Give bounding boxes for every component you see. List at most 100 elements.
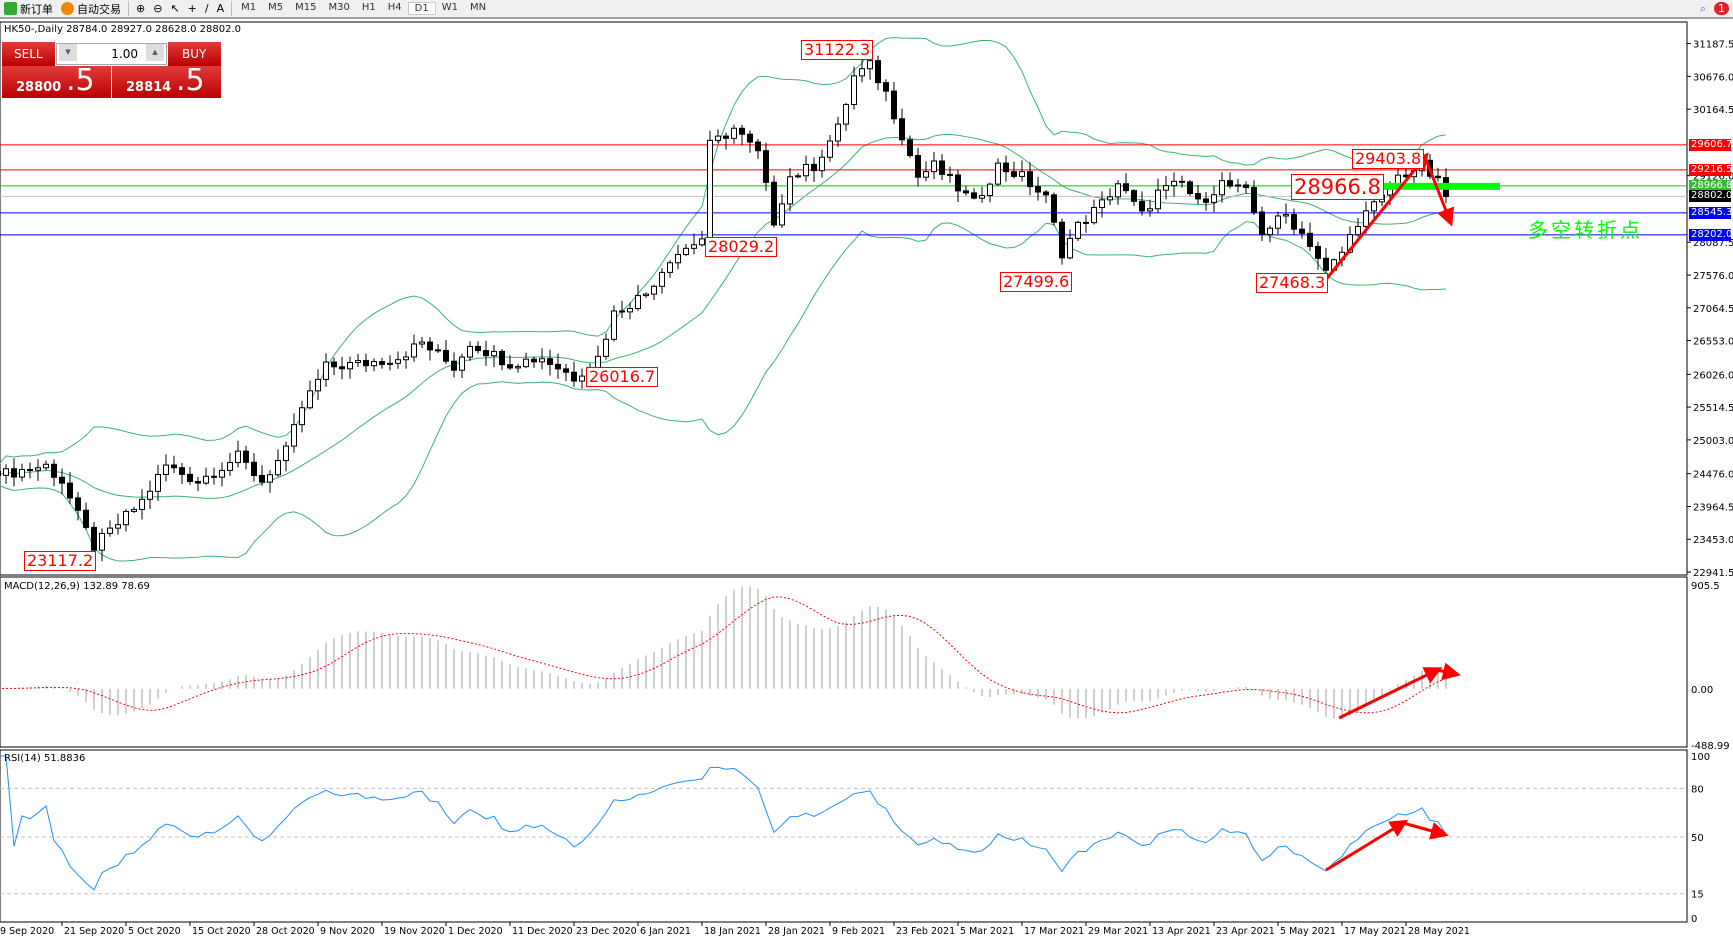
candle-body — [859, 68, 865, 77]
date-axis-label: 11 Dec 2020 — [512, 926, 573, 936]
candle-body — [27, 469, 33, 472]
candle-body — [811, 163, 817, 172]
candle-body — [651, 285, 657, 295]
candle-body — [155, 473, 161, 492]
auto-trading-button[interactable]: 自动交易 — [57, 0, 125, 17]
candle-body — [563, 368, 569, 373]
candle-body — [275, 460, 281, 476]
timeframe-m5[interactable]: M5 — [268, 2, 284, 13]
candle-body — [347, 361, 353, 370]
date-axis-label: 23 Feb 2021 — [896, 926, 955, 936]
candle-body — [195, 480, 201, 484]
macd-panel-frame — [0, 576, 1688, 748]
candle-body — [891, 90, 897, 120]
zoom-in-button[interactable]: ⊕ — [136, 2, 146, 15]
candle-body — [715, 135, 721, 141]
candle-body — [1051, 194, 1057, 223]
notification-badge[interactable]: 1 — [1710, 0, 1733, 17]
candle-body — [1099, 199, 1105, 209]
candle-body — [459, 356, 465, 371]
candle-body — [547, 358, 553, 365]
candle-body — [1323, 257, 1329, 271]
date-axis-label: 5 Mar 2021 — [960, 926, 1014, 936]
trend-arrow — [1436, 662, 1461, 681]
date-axis-label: 9 Nov 2020 — [320, 926, 375, 936]
timeframe-h1[interactable]: H1 — [361, 2, 376, 13]
candle-body — [1371, 201, 1377, 212]
price-line-tag: 28966.8 — [1689, 179, 1733, 192]
date-axis-label: 5 May 2021 — [1280, 926, 1336, 936]
sell-button[interactable]: SELL — [2, 42, 55, 66]
candle-body — [139, 498, 145, 510]
crosshair-button[interactable]: + — [187, 2, 197, 15]
candle-body — [315, 378, 321, 392]
timeframe-m30[interactable]: M30 — [328, 2, 350, 13]
date-axis-label: 17 May 2021 — [1344, 926, 1406, 936]
candle-body — [59, 476, 65, 484]
candle-body — [491, 350, 497, 357]
new-order-button[interactable]: 新订单 — [0, 0, 57, 17]
candle-body — [523, 358, 529, 368]
candle-body — [75, 497, 81, 511]
candle-body — [243, 450, 249, 463]
rsi-axis-label: 80 — [1691, 784, 1704, 795]
price-axis-label: 31187.5 — [1693, 40, 1733, 51]
trend-arrow — [1402, 821, 1449, 840]
macd-axis-label: -488.99 — [1691, 741, 1730, 752]
zoom-out-button[interactable]: ⊖ — [153, 2, 163, 15]
timeframe-d1[interactable]: D1 — [407, 2, 436, 15]
lot-increase-button[interactable]: ▲ — [146, 44, 164, 61]
trend-arrow — [1338, 667, 1443, 720]
date-axis-label: 5 Oct 2020 — [128, 926, 181, 936]
candle-body — [1219, 180, 1225, 196]
rsi-axis-label: 0 — [1691, 914, 1697, 925]
price-axis-label: 25003.0 — [1693, 436, 1733, 447]
candle-body — [1123, 183, 1129, 192]
date-axis-label: 9 Sep 2020 — [0, 926, 54, 936]
line-tool-button[interactable]: / — [204, 2, 209, 15]
chart-canvas[interactable]: 31187.5 30676.0 30164.5 29126.0 28087.5 27576… — [0, 21, 1733, 936]
candle-body — [875, 60, 881, 84]
lot-decrease-button[interactable]: ▼ — [59, 44, 77, 61]
cursor-button[interactable]: ↖ — [170, 2, 180, 15]
one-click-trading-panel: SELL 1.00 ▼ ▲ BUY 28800.5 28814.5 — [2, 42, 221, 98]
candle-body — [627, 308, 633, 313]
lot-size-input[interactable]: 1.00 — [56, 43, 167, 65]
buy-button[interactable]: BUY — [168, 42, 221, 66]
date-axis-label: 13 Apr 2021 — [1152, 926, 1211, 936]
price-axis-label: 30676.0 — [1693, 72, 1733, 83]
candle-body — [91, 526, 97, 551]
text-tool-button[interactable]: A — [216, 2, 225, 15]
candle-body — [1299, 228, 1305, 234]
candle-body — [1275, 215, 1281, 229]
candle-body — [971, 192, 977, 199]
date-axis-label: 21 Sep 2020 — [64, 926, 124, 936]
price-axis-label: 23453.0 — [1693, 535, 1733, 546]
candle-body — [771, 181, 777, 226]
candle-body — [555, 363, 561, 370]
date-axis-label: 28 May 2021 — [1408, 926, 1470, 936]
candle-body — [987, 183, 993, 197]
candle-body — [179, 467, 185, 475]
price-axis-label: 30164.5 — [1693, 105, 1733, 116]
search-icon[interactable]: ⌕ — [1699, 1, 1706, 15]
timeframe-mn[interactable]: MN — [469, 2, 487, 13]
timeframe-h4[interactable]: H4 — [387, 2, 402, 13]
buy-price-button[interactable]: 28814.5 — [112, 66, 221, 98]
sell-price-button[interactable]: 28800.5 — [2, 66, 111, 98]
candle-body — [827, 140, 833, 158]
timeframe-m15[interactable]: M15 — [295, 2, 317, 13]
candle-body — [331, 361, 337, 368]
timeframe-m1[interactable]: M1 — [241, 2, 257, 13]
price-line-tag: 29606.7 — [1689, 138, 1733, 151]
candle-body — [1075, 221, 1081, 239]
timeframe-w1[interactable]: W1 — [441, 2, 458, 13]
price-axis-label: 28087.5 — [1693, 238, 1733, 249]
candle-body — [67, 482, 73, 499]
candle-body — [259, 474, 265, 483]
trend-arrow — [1322, 152, 1429, 283]
candle-body — [435, 349, 441, 352]
candle-body — [1147, 208, 1153, 212]
candle-body — [1155, 189, 1161, 210]
auto-trading-icon — [61, 2, 74, 15]
